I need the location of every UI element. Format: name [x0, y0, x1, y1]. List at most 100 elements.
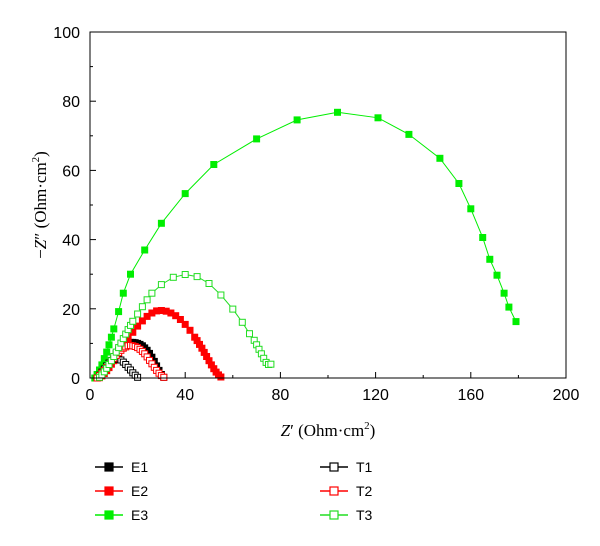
- x-tick-label: 160: [457, 387, 484, 404]
- data-point-e2: [181, 320, 189, 328]
- legend-label: E1: [131, 459, 148, 475]
- legend-marker: [329, 462, 339, 472]
- data-point-e3: [493, 271, 501, 279]
- legend-marker: [104, 486, 114, 496]
- data-point-e3: [210, 161, 218, 168]
- data-point-e3: [479, 234, 487, 241]
- data-point-e2: [186, 326, 194, 334]
- legend-label: E2: [131, 483, 148, 499]
- x-tick-label: 120: [362, 387, 389, 404]
- x-axis-label-close: ): [370, 421, 376, 440]
- legend-item-t3: T3: [320, 507, 373, 523]
- y-axis: 0 20 40 60 80 100: [53, 25, 96, 388]
- x-axis-label-unit: (Ohm·cm: [294, 421, 364, 440]
- legend: E1 E2 E3 T1 T2 T3: [95, 459, 373, 523]
- data-point-e3: [253, 135, 261, 143]
- x-tick-label: 200: [553, 387, 580, 404]
- y-tick-label: 60: [62, 163, 80, 180]
- data-point-e3: [181, 190, 189, 198]
- data-point-e2: [172, 312, 180, 320]
- series-e3: [91, 108, 520, 382]
- legend-item-t1: T1: [320, 459, 373, 475]
- x-axis-label-sup: 2: [364, 420, 370, 432]
- y-tick-label: 80: [62, 94, 80, 111]
- x-axis-label: Z′ (Ohm·cm2): [281, 420, 376, 440]
- data-point-t3: [229, 305, 237, 313]
- legend-label: E3: [131, 507, 148, 523]
- data-point-e3: [512, 318, 520, 326]
- data-point-t2: [160, 373, 168, 381]
- y-axis-label-unit: (Ohm·cm: [31, 162, 50, 232]
- data-point-e3: [467, 205, 475, 213]
- data-point-e3: [157, 219, 165, 227]
- data-point-t3: [148, 289, 156, 297]
- data-point-e3: [374, 114, 382, 122]
- y-axis-label-prime: ″: [31, 233, 50, 240]
- legend-marker: [329, 510, 339, 520]
- series-layer: [91, 108, 520, 382]
- data-point-e3: [107, 333, 115, 341]
- data-point-e2: [217, 373, 225, 381]
- plot-frame: [89, 31, 567, 379]
- data-point-e2: [176, 316, 184, 323]
- data-point-t3: [157, 281, 165, 289]
- data-point-t3: [267, 360, 275, 368]
- y-axis-label: −Z″ (Ohm·cm2): [30, 151, 50, 259]
- legend-item-e3: E3: [95, 507, 148, 523]
- data-point-t3: [246, 330, 253, 338]
- data-point-e3: [405, 130, 413, 138]
- data-point-t3: [169, 273, 177, 281]
- data-point-e3: [115, 308, 123, 316]
- data-point-e2: [134, 322, 142, 330]
- data-point-t3: [143, 296, 151, 304]
- x-axis-label-prime: ′: [290, 421, 294, 440]
- legend-item-e2: E2: [95, 483, 148, 499]
- data-point-e3: [334, 108, 341, 116]
- y-tick-label: 40: [62, 233, 80, 250]
- legend-marker: [329, 486, 339, 496]
- series-line-e3: [94, 111, 517, 379]
- data-point-e3: [141, 246, 149, 254]
- data-point-t3: [238, 318, 246, 326]
- series-t3: [96, 271, 275, 381]
- data-point-t3: [193, 273, 201, 281]
- data-point-e3: [455, 180, 463, 187]
- data-point-e3: [110, 325, 118, 333]
- legend-item-e1: E1: [95, 459, 148, 475]
- x-tick-label: 80: [272, 387, 290, 404]
- x-axis-label-var: Z: [281, 421, 291, 440]
- legend-label: T3: [356, 507, 373, 523]
- y-axis-label-sup: 2: [30, 157, 42, 163]
- data-point-e3: [293, 116, 301, 124]
- data-point-e3: [119, 289, 127, 297]
- y-tick-label: 100: [53, 25, 80, 42]
- data-point-e3: [505, 303, 513, 311]
- data-point-e3: [105, 341, 113, 349]
- data-point-e3: [127, 270, 134, 278]
- legend-label: T2: [356, 483, 373, 499]
- legend-marker: [104, 462, 114, 472]
- data-point-t3: [138, 303, 146, 311]
- data-point-t3: [134, 310, 142, 318]
- y-tick-label: 0: [71, 371, 80, 388]
- legend-marker: [104, 510, 114, 520]
- y-axis-label-close: ): [31, 151, 50, 157]
- data-point-e3: [486, 255, 494, 263]
- legend-label: T1: [356, 459, 373, 475]
- y-axis-label-var: Z: [31, 239, 50, 249]
- data-point-e2: [138, 317, 146, 325]
- data-point-t3: [181, 271, 189, 278]
- y-tick-label: 20: [62, 302, 80, 319]
- x-tick-label: 40: [176, 387, 194, 404]
- x-tick-label: 0: [86, 387, 95, 404]
- data-point-e3: [500, 289, 508, 297]
- y-axis-label-minus: −: [31, 249, 50, 259]
- data-point-t3: [217, 291, 225, 299]
- data-point-t3: [205, 280, 213, 287]
- data-point-t3: [129, 317, 137, 325]
- data-point-e3: [436, 154, 444, 162]
- data-point-e3: [103, 348, 111, 356]
- legend-item-t2: T2: [320, 483, 373, 499]
- x-axis: 0 40 80 120 160 200: [86, 372, 580, 404]
